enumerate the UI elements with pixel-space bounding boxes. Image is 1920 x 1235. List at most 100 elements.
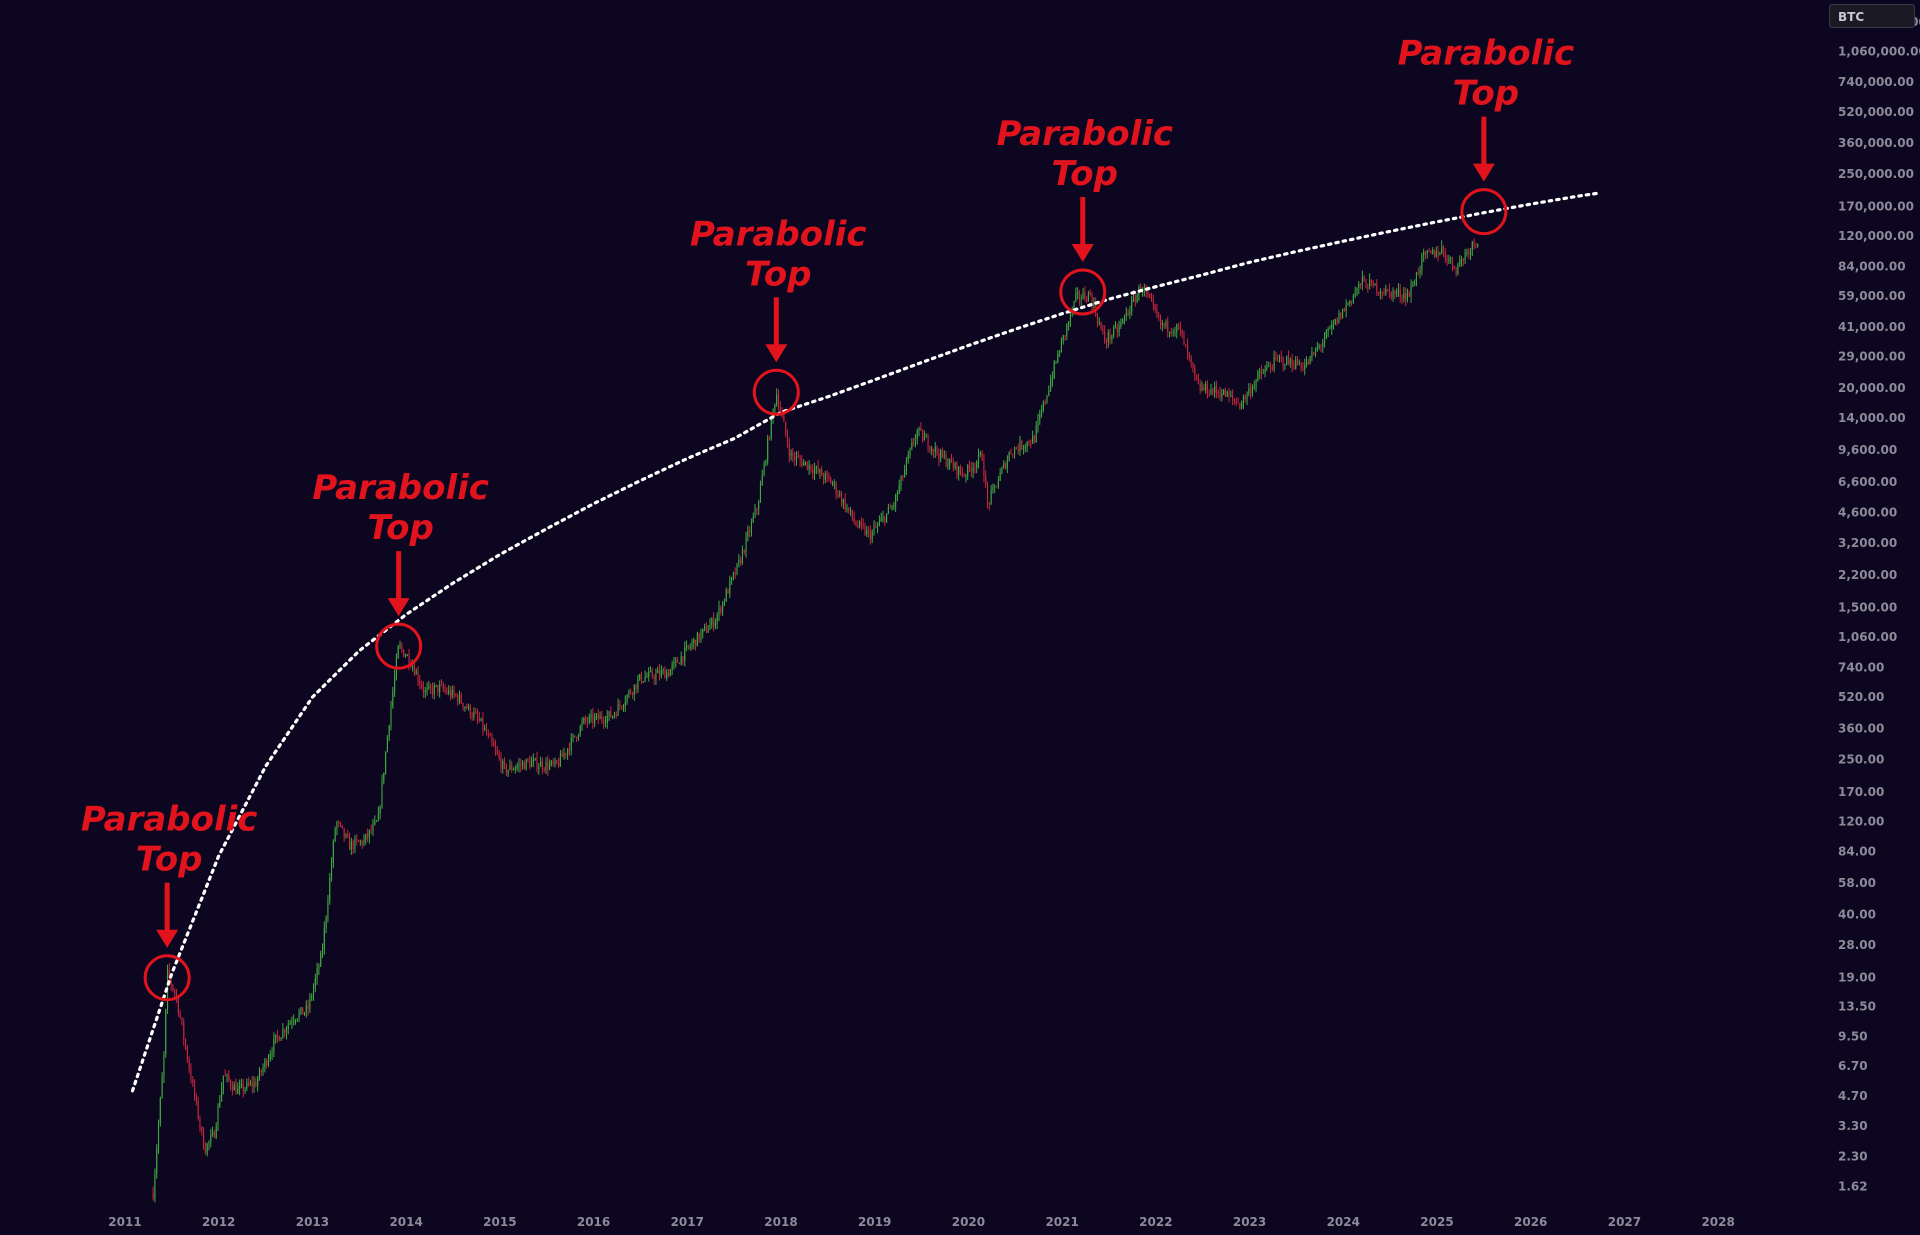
candle	[163, 1051, 165, 1084]
candle	[248, 1077, 250, 1087]
candle-body	[851, 510, 853, 518]
candle	[920, 422, 922, 432]
candle-body	[630, 691, 632, 694]
candle-body	[1055, 361, 1057, 363]
candle-body	[909, 448, 911, 456]
candle	[302, 1007, 304, 1015]
candle-body	[619, 704, 621, 707]
candle-body	[1392, 290, 1394, 298]
candle-body	[1026, 441, 1028, 447]
candle-body	[664, 670, 666, 679]
candle-body	[334, 829, 336, 841]
candle	[379, 805, 381, 820]
candle-body	[502, 760, 504, 769]
candle-body	[985, 476, 987, 486]
candle	[231, 1081, 233, 1096]
candle-body	[365, 834, 367, 840]
candle-body	[296, 1018, 298, 1021]
candle	[1329, 325, 1331, 330]
candle	[950, 453, 953, 463]
candle-body	[1134, 296, 1136, 303]
candle	[837, 489, 839, 499]
candle	[797, 450, 799, 459]
candle-body	[1304, 365, 1306, 370]
candle	[965, 473, 967, 483]
candle-body	[588, 716, 590, 722]
candle-body	[794, 456, 796, 460]
candle	[520, 758, 522, 773]
y-tick-label: 14,000.00	[1838, 411, 1906, 425]
candle	[1096, 312, 1099, 328]
candle	[932, 448, 935, 459]
candle-body	[1053, 362, 1055, 378]
candle-body	[648, 671, 650, 677]
candle-body	[509, 765, 511, 770]
candle	[1379, 288, 1381, 300]
y-tick-label: 13.50	[1838, 1000, 1876, 1014]
candle	[945, 451, 947, 468]
y-tick-label: 170,000.00	[1838, 200, 1914, 214]
candle	[541, 757, 543, 775]
candle	[868, 526, 870, 538]
candle-body	[597, 714, 599, 720]
candle-body	[1062, 335, 1064, 341]
candle-body	[446, 690, 448, 694]
candle-body	[887, 507, 889, 514]
candle	[424, 686, 426, 699]
candle	[1044, 399, 1046, 406]
candle-body	[1104, 331, 1106, 342]
candle-body	[231, 1086, 233, 1091]
y-tick-label: 4,600.00	[1838, 505, 1897, 519]
candle-body	[311, 996, 313, 998]
candle-body	[1372, 280, 1374, 286]
candle-body	[961, 472, 963, 476]
candle	[1014, 446, 1016, 459]
candle-body	[529, 760, 531, 768]
candle	[186, 1044, 188, 1063]
y-tick-label: 2.30	[1838, 1150, 1868, 1164]
time-axis: 2011 2012 2013 2014 2015 2016 2017 2018 2019 2020…	[108, 1215, 1735, 1229]
candle-body	[320, 953, 322, 967]
candle-body	[1008, 452, 1010, 460]
candle	[990, 484, 992, 506]
y-tick-label: 20,000.00	[1838, 381, 1906, 395]
candle	[727, 588, 729, 594]
candle-body	[644, 677, 646, 682]
candle-body	[1471, 241, 1473, 250]
candle-body	[633, 684, 635, 695]
candle-body	[642, 681, 644, 683]
candle-body	[878, 521, 880, 525]
candle-body	[702, 628, 704, 633]
y-tick-label: 3.30	[1838, 1119, 1868, 1133]
candle	[1080, 294, 1082, 307]
candle-body	[1352, 295, 1354, 302]
candle-body	[945, 455, 947, 466]
candle	[1075, 287, 1077, 303]
candle	[621, 705, 623, 711]
candle-body	[307, 1005, 309, 1010]
candle-body	[1358, 283, 1360, 289]
candle-body	[367, 834, 369, 838]
candle-body	[1021, 441, 1023, 449]
candle-body	[959, 466, 962, 473]
candle	[871, 529, 873, 544]
candle-body	[770, 417, 772, 440]
candle-body	[1269, 366, 1272, 369]
candle-body	[1188, 352, 1190, 358]
candle-body	[186, 1047, 188, 1060]
candle-body	[1206, 383, 1208, 395]
candle-body	[720, 607, 722, 613]
candle-body	[262, 1067, 264, 1073]
candle	[1192, 362, 1194, 373]
candle-body	[500, 757, 502, 769]
candle-body	[1084, 292, 1086, 300]
candle	[1266, 360, 1268, 372]
candle	[700, 628, 702, 643]
candle-body	[875, 526, 877, 528]
candle	[1313, 351, 1315, 356]
candle	[1462, 257, 1464, 267]
candle	[435, 684, 437, 688]
candle	[664, 666, 666, 679]
candle-body	[1178, 324, 1180, 327]
